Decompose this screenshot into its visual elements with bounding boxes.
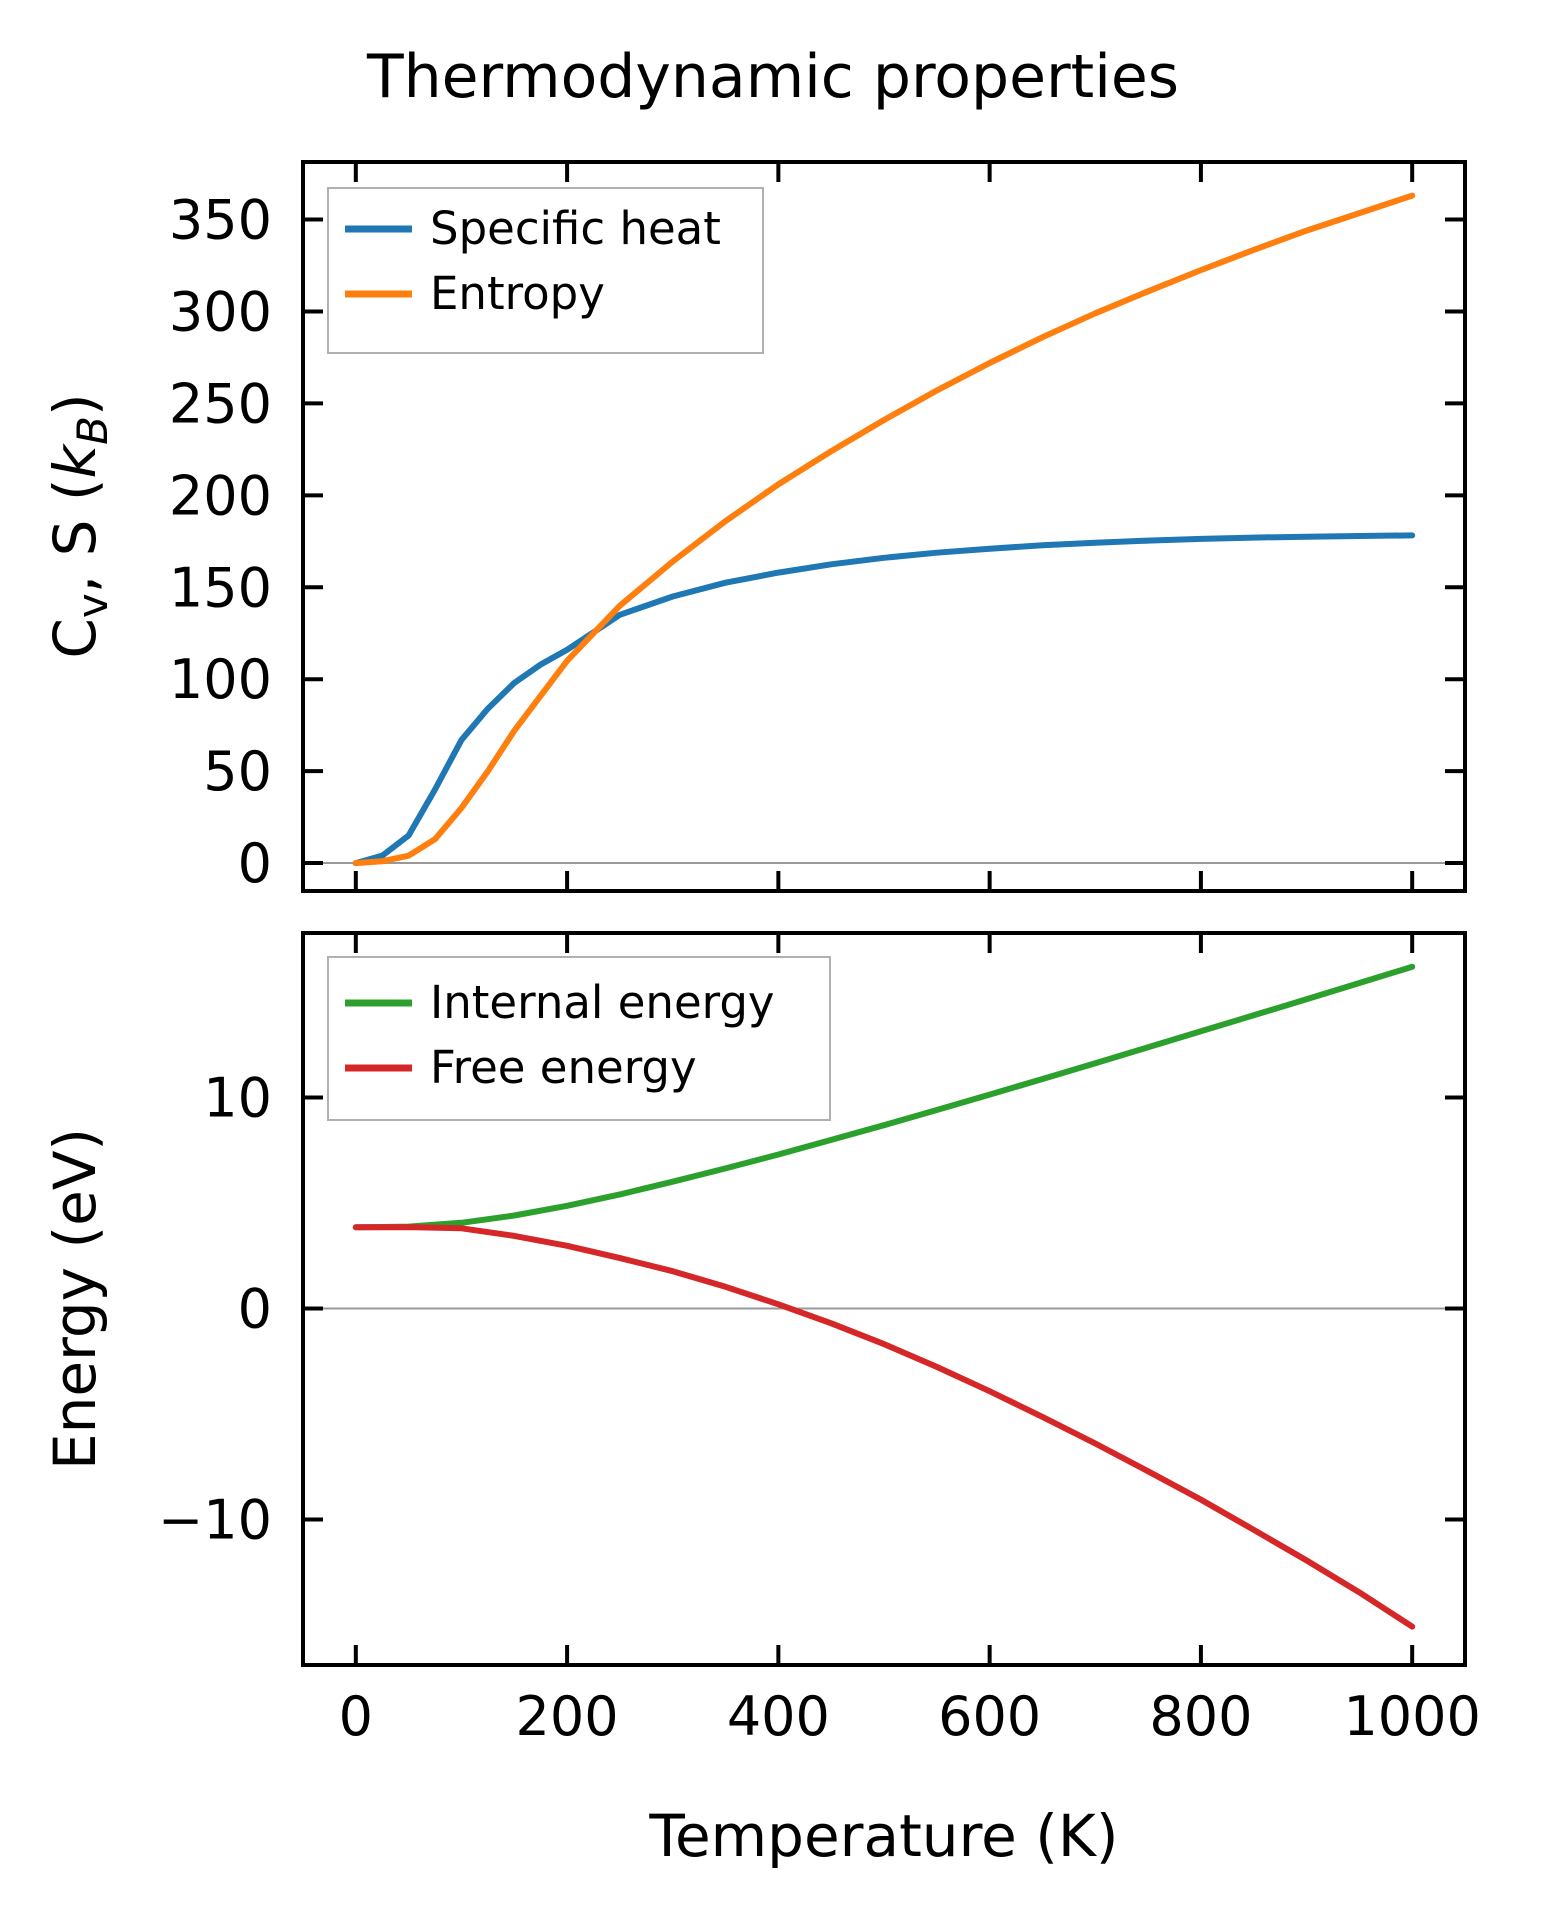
legend-top: Specific heat Entropy <box>327 187 764 354</box>
y-tick-label: −10 <box>158 1488 272 1551</box>
y-tick-label: 100 <box>169 648 272 711</box>
x-tick-label: 400 <box>727 1685 830 1748</box>
bottom-ticks-group <box>303 933 1465 1665</box>
y-tick-label: 10 <box>203 1067 272 1130</box>
entropy-curve <box>352 192 1416 867</box>
specific-heat-curve <box>352 532 1416 867</box>
legend-label-specific-heat: Specific heat <box>430 202 721 255</box>
top-tick-labels-group: 0 50 100 150 200 250 300 350 <box>169 189 272 896</box>
legend-bottom: Internal energy Free energy <box>327 956 831 1121</box>
top-y-axis-label: Cv, S (kB) <box>41 393 117 658</box>
legend-label-internal-energy: Internal energy <box>430 976 775 1029</box>
legend-box <box>327 956 831 1121</box>
y-tick-label: 0 <box>238 1277 272 1340</box>
x-tick-label: 1000 <box>1343 1685 1480 1748</box>
legend-label-free-energy: Free energy <box>430 1041 697 1094</box>
bottom-axes-spines <box>301 931 1467 1667</box>
ylabel-part: ) <box>41 393 109 416</box>
figure-title: Thermodynamic properties <box>366 42 1179 112</box>
x-tick-label: 200 <box>516 1685 619 1748</box>
legend-label-entropy: Entropy <box>430 267 605 320</box>
y-tick-label: 200 <box>169 464 272 527</box>
y-tick-label: 300 <box>169 280 272 343</box>
ylabel-subscript: B <box>68 416 117 445</box>
ylabel-subscript: v <box>68 593 117 618</box>
y-tick-label: 150 <box>169 556 272 619</box>
top-axes-spines <box>301 160 1467 893</box>
x-tick-label: 800 <box>1149 1685 1252 1748</box>
y-tick-label: 350 <box>169 189 272 252</box>
ylabel-part: k <box>41 442 109 478</box>
top-ticks-group <box>303 162 1465 891</box>
ylabel-part: , S ( <box>41 478 109 593</box>
legend-box <box>327 187 764 354</box>
subplot-top: 0 50 100 150 200 250 300 350 Cv, S (kB) Specifi… <box>41 160 1467 896</box>
y-tick-label: 250 <box>169 372 272 435</box>
y-tick-label: 0 <box>238 832 272 895</box>
ylabel-part: C <box>41 618 109 659</box>
subplot-bottom: 0 200 400 600 800 1000 −10 0 10 Energy (eV) Inte… <box>41 931 1481 1748</box>
internal-energy-curve <box>352 963 1416 1231</box>
bottom-y-axis-label: Energy (eV) <box>41 1128 109 1470</box>
bottom-tick-labels-group: 0 200 400 600 800 1000 −10 0 10 <box>158 1067 1481 1748</box>
x-tick-label: 600 <box>938 1685 1041 1748</box>
x-tick-label: 0 <box>339 1685 373 1748</box>
free-energy-curve <box>352 1224 1416 1630</box>
x-axis-label: Temperature (K) <box>648 1802 1118 1870</box>
y-tick-label: 50 <box>203 740 272 803</box>
